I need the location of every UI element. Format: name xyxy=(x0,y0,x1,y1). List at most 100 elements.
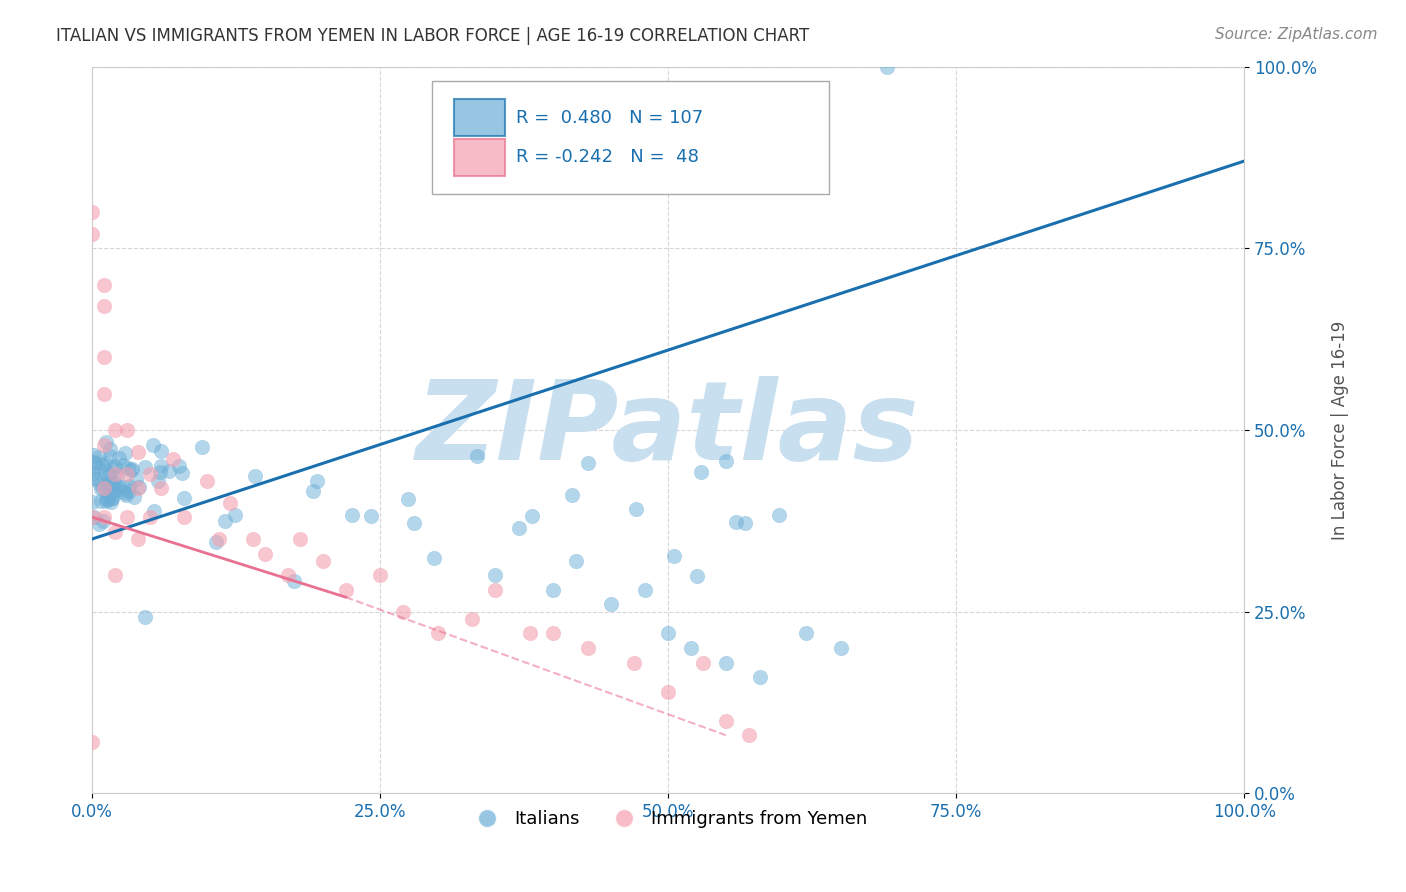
Point xyxy=(368,568,391,582)
Point xyxy=(93,437,115,451)
Point xyxy=(104,423,127,437)
Point xyxy=(98,442,121,457)
Point xyxy=(253,547,276,561)
Point xyxy=(142,504,165,518)
Point xyxy=(541,582,564,597)
Point xyxy=(311,554,333,568)
Point xyxy=(98,449,121,463)
Point xyxy=(423,551,446,566)
Point xyxy=(93,463,115,477)
Point xyxy=(288,532,311,546)
Point xyxy=(714,714,737,728)
Point xyxy=(87,517,110,532)
Point xyxy=(114,445,136,459)
Point xyxy=(392,605,415,619)
Point xyxy=(738,728,761,742)
Point xyxy=(82,466,104,480)
Point xyxy=(520,508,543,523)
Point xyxy=(725,515,748,529)
Point xyxy=(623,656,645,670)
Point xyxy=(576,456,599,470)
Point xyxy=(830,640,852,655)
Point xyxy=(97,480,120,494)
Point xyxy=(107,481,129,495)
Point xyxy=(94,494,117,508)
Point xyxy=(117,461,139,475)
Point xyxy=(87,450,110,464)
Point xyxy=(714,656,737,670)
Point xyxy=(128,479,150,493)
Point xyxy=(565,554,588,568)
Point xyxy=(426,626,449,640)
Point xyxy=(90,493,112,508)
Point xyxy=(127,532,149,546)
Text: R =  0.480   N = 107: R = 0.480 N = 107 xyxy=(516,109,703,128)
Point xyxy=(118,484,141,499)
Point xyxy=(94,456,117,470)
Point xyxy=(83,448,105,462)
Point xyxy=(461,612,484,626)
Point xyxy=(97,475,120,489)
Point xyxy=(768,508,790,523)
Point xyxy=(115,467,138,481)
Legend: Italians, Immigrants from Yemen: Italians, Immigrants from Yemen xyxy=(461,803,875,835)
Point xyxy=(127,481,149,495)
Point xyxy=(139,510,162,524)
Point xyxy=(340,508,363,523)
Point xyxy=(93,300,115,314)
Point xyxy=(127,444,149,458)
Point xyxy=(208,532,231,546)
Point xyxy=(101,491,124,505)
Point xyxy=(124,491,146,505)
Point xyxy=(107,451,129,466)
Point xyxy=(98,467,121,481)
Point xyxy=(162,452,184,467)
Point xyxy=(599,598,621,612)
Point xyxy=(307,474,329,488)
Point xyxy=(134,609,156,624)
Point xyxy=(150,444,173,458)
Point xyxy=(624,501,647,516)
Point xyxy=(91,481,114,495)
Point xyxy=(82,510,104,524)
Point xyxy=(104,568,127,582)
Point xyxy=(173,491,195,506)
Point xyxy=(91,458,114,472)
Point xyxy=(657,684,679,698)
Point xyxy=(191,440,214,454)
Point xyxy=(465,450,488,464)
Point xyxy=(112,480,135,494)
Point xyxy=(89,477,111,491)
Point xyxy=(103,475,125,489)
Point xyxy=(121,462,143,476)
Text: R = -0.242   N =  48: R = -0.242 N = 48 xyxy=(516,148,699,167)
Point xyxy=(634,582,657,597)
Point xyxy=(115,423,138,437)
Point xyxy=(98,476,121,491)
Point xyxy=(100,479,122,493)
Point xyxy=(82,735,104,749)
Point xyxy=(876,60,898,74)
Point xyxy=(302,484,325,499)
Point xyxy=(93,351,115,365)
Point xyxy=(662,549,685,563)
Point xyxy=(120,463,142,477)
Point xyxy=(82,495,104,509)
Point xyxy=(335,582,357,597)
Point xyxy=(519,626,541,640)
Point xyxy=(104,524,127,539)
Point xyxy=(576,640,599,655)
Point xyxy=(114,485,136,500)
Point xyxy=(97,469,120,483)
Point xyxy=(277,568,299,582)
Point xyxy=(94,435,117,450)
Point xyxy=(93,386,115,401)
Point xyxy=(118,478,141,492)
Y-axis label: In Labor Force | Age 16-19: In Labor Force | Age 16-19 xyxy=(1331,320,1348,540)
Point xyxy=(484,568,506,582)
Point xyxy=(104,458,127,473)
Point xyxy=(112,458,135,472)
Point xyxy=(360,508,382,523)
Point xyxy=(242,532,264,546)
Point xyxy=(796,626,818,640)
